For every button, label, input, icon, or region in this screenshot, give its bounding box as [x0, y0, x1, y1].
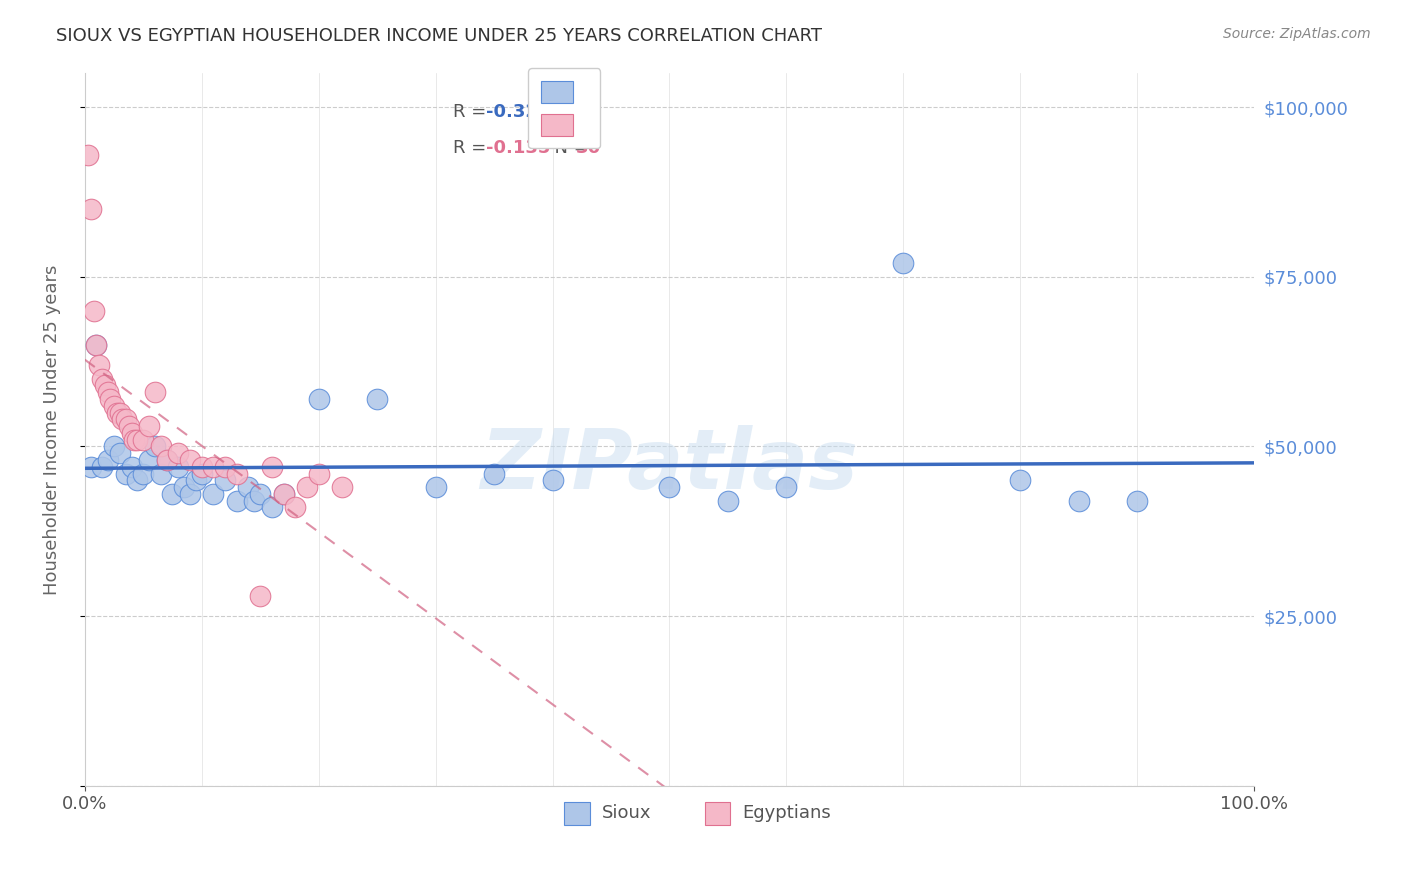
Point	[308, 467, 330, 481]
Point	[107, 405, 129, 419]
Point	[149, 439, 172, 453]
Point	[91, 371, 114, 385]
Point	[225, 467, 247, 481]
Point	[138, 419, 160, 434]
Text: Sioux: Sioux	[602, 805, 651, 822]
Point	[77, 147, 100, 161]
Point	[893, 256, 915, 270]
Point	[138, 453, 160, 467]
Point	[425, 480, 447, 494]
Text: N =: N =	[543, 139, 595, 157]
Point	[86, 337, 108, 351]
Point	[121, 459, 143, 474]
Point	[103, 399, 125, 413]
Point	[86, 337, 108, 351]
Text: ZIPatlas: ZIPatlas	[481, 425, 859, 506]
Point	[190, 459, 212, 474]
Text: SIOUX VS EGYPTIAN HOUSEHOLDER INCOME UNDER 25 YEARS CORRELATION CHART: SIOUX VS EGYPTIAN HOUSEHOLDER INCOME UND…	[56, 27, 823, 45]
Point	[83, 303, 105, 318]
Text: Source: ZipAtlas.com: Source: ZipAtlas.com	[1223, 27, 1371, 41]
Text: -0.135: -0.135	[486, 139, 550, 157]
Point	[249, 487, 271, 501]
Point	[108, 446, 131, 460]
Point	[127, 474, 149, 488]
Point	[225, 493, 247, 508]
Point	[167, 459, 190, 474]
Point	[132, 467, 155, 481]
FancyBboxPatch shape	[704, 802, 730, 825]
Point	[214, 474, 236, 488]
Point	[658, 480, 681, 494]
Text: Egyptians: Egyptians	[742, 805, 831, 822]
Point	[108, 405, 131, 419]
Legend: , : ,	[529, 68, 600, 148]
Point	[775, 480, 797, 494]
Point	[184, 474, 207, 488]
Point	[190, 467, 212, 481]
Point	[111, 412, 134, 426]
Point	[273, 487, 295, 501]
Point	[155, 453, 177, 467]
Point	[214, 459, 236, 474]
Point	[273, 487, 295, 501]
Point	[114, 412, 136, 426]
Point	[179, 487, 201, 501]
Point	[202, 487, 225, 501]
Text: 40: 40	[576, 103, 600, 121]
Point	[93, 378, 115, 392]
Point	[330, 480, 353, 494]
Point	[202, 459, 225, 474]
Point	[114, 467, 136, 481]
Point	[238, 480, 260, 494]
Point	[127, 433, 149, 447]
Point	[103, 439, 125, 453]
Point	[173, 480, 195, 494]
Point	[79, 202, 101, 216]
Point	[118, 419, 141, 434]
Point	[541, 474, 564, 488]
Point	[1126, 493, 1149, 508]
Point	[366, 392, 388, 406]
Point	[162, 487, 184, 501]
Point	[243, 493, 266, 508]
Point	[79, 459, 101, 474]
Point	[249, 589, 271, 603]
Point	[260, 459, 283, 474]
Point	[122, 433, 145, 447]
Point	[97, 385, 120, 400]
Point	[143, 439, 166, 453]
Point	[143, 385, 166, 400]
Point	[1067, 493, 1090, 508]
Point	[295, 480, 318, 494]
Point	[1010, 474, 1032, 488]
Text: N =: N =	[543, 103, 595, 121]
Point	[100, 392, 122, 406]
Point	[87, 358, 110, 372]
Text: R =: R =	[453, 139, 492, 157]
Point	[121, 425, 143, 440]
Y-axis label: Householder Income Under 25 years: Householder Income Under 25 years	[44, 264, 60, 595]
Point	[284, 500, 307, 515]
Point	[167, 446, 190, 460]
FancyBboxPatch shape	[564, 802, 591, 825]
Point	[97, 453, 120, 467]
Point	[717, 493, 740, 508]
Point	[482, 467, 505, 481]
Point	[149, 467, 172, 481]
Point	[179, 453, 201, 467]
Text: R =: R =	[453, 103, 492, 121]
Point	[132, 433, 155, 447]
Point	[91, 459, 114, 474]
Text: -0.324: -0.324	[486, 103, 550, 121]
Point	[155, 453, 177, 467]
Point	[308, 392, 330, 406]
Point	[260, 500, 283, 515]
Text: 36: 36	[576, 139, 600, 157]
